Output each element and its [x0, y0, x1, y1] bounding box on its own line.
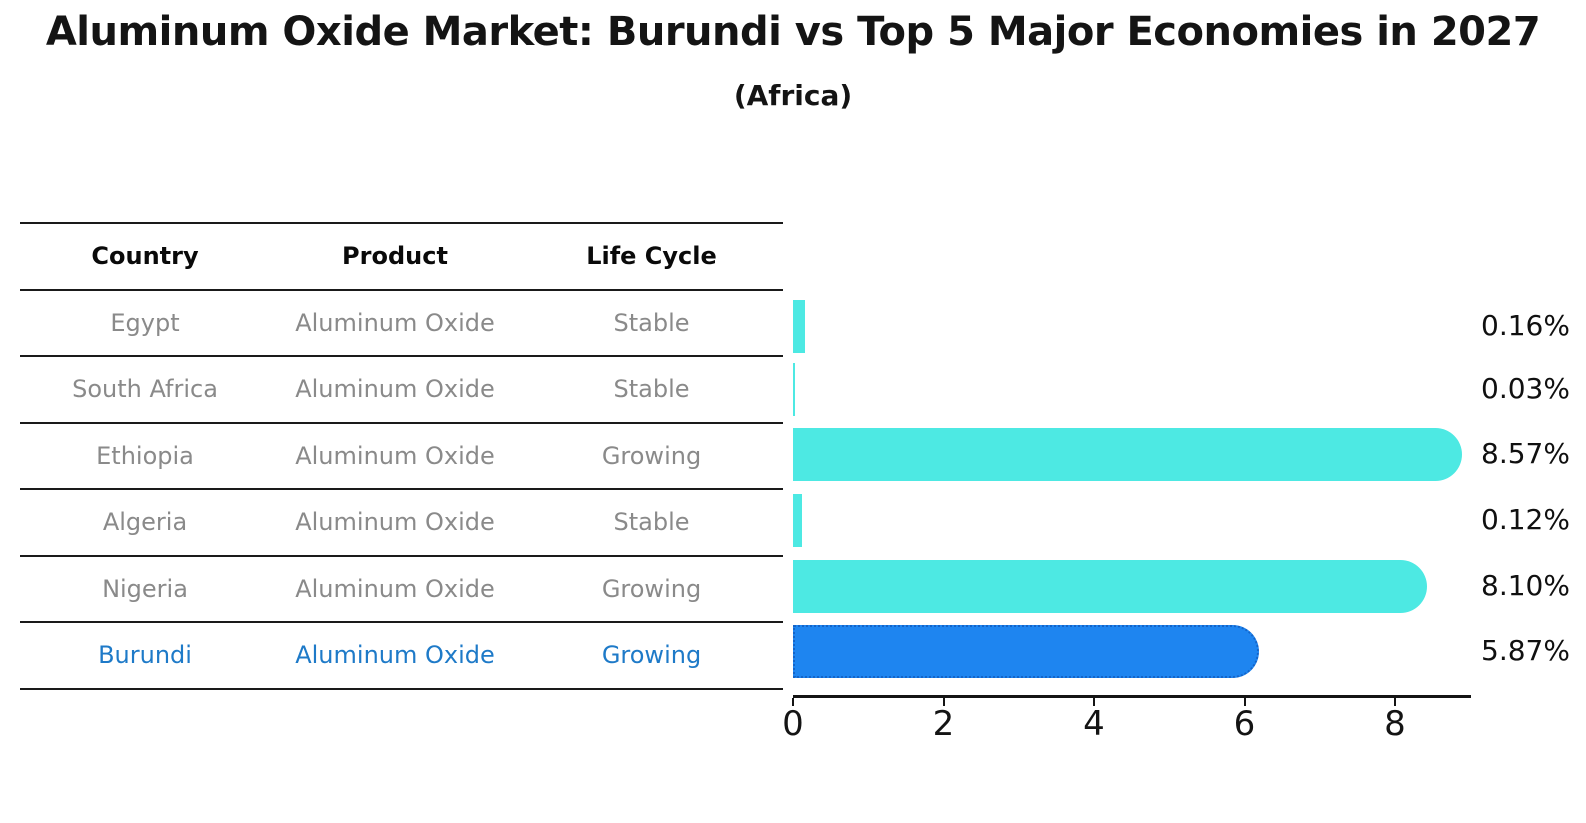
bar-egypt [793, 299, 806, 353]
cell-product: Aluminum Oxide [295, 441, 495, 470]
x-tick-mark [1394, 698, 1396, 706]
x-tick-mark [792, 698, 794, 706]
cell-country: Egypt [110, 308, 180, 337]
cell-product: Aluminum Oxide [295, 375, 495, 404]
cell-life-cycle: Stable [613, 308, 690, 337]
x-tick-label: 4 [1083, 704, 1105, 744]
value-label: 0.03% [1481, 372, 1570, 405]
column-header-country: Country [91, 242, 199, 271]
column-header-life-cycle: Life Cycle [586, 242, 717, 271]
x-tick-mark [942, 698, 945, 706]
value-label: 0.12% [1481, 503, 1570, 536]
bar-nigeria [793, 559, 1427, 613]
table-row-highlighted: Burundi Aluminum Oxide Growing [20, 621, 783, 688]
cell-product: Aluminum Oxide [295, 508, 495, 537]
x-tick-label: 8 [1384, 704, 1406, 744]
cell-product: Aluminum Oxide [295, 308, 495, 337]
value-label: 0.16% [1481, 309, 1570, 342]
chart-subtitle: (Africa) [733, 79, 853, 112]
table-header-row: Country Product Life Cycle [20, 222, 783, 289]
x-tick-mark [1093, 698, 1095, 706]
value-label: 8.57% [1481, 437, 1570, 470]
cell-life-cycle: Growing [601, 574, 702, 603]
cell-country: Burundi [98, 641, 192, 670]
bar-burundi [793, 624, 1259, 678]
value-label: 8.10% [1481, 569, 1570, 602]
table-row: Ethiopia Aluminum Oxide Growing [20, 421, 783, 489]
bar-south-africa [793, 362, 796, 416]
table-row: Egypt Aluminum Oxide Stable [20, 288, 783, 356]
bar-algeria [793, 493, 803, 547]
cell-product: Aluminum Oxide [295, 641, 495, 670]
table-row: Algeria Aluminum Oxide Stable [20, 488, 783, 555]
cell-life-cycle: Stable [613, 375, 690, 404]
x-axis-line [793, 695, 1471, 698]
x-tick-mark [1243, 698, 1246, 706]
cell-country: Algeria [102, 508, 188, 537]
cell-country: Nigeria [102, 574, 188, 603]
cell-country: South Africa [72, 375, 218, 404]
comparison-table: Country Product Life Cycle Egypt Aluminum Ox… [20, 222, 783, 690]
cell-life-cycle: Growing [601, 641, 702, 670]
chart-title: Aluminum Oxide Market: Burundi vs Top 5 … [45, 9, 1541, 55]
table-row: Nigeria Aluminum Oxide Growing [20, 554, 783, 622]
bar-ethiopia [793, 427, 1462, 481]
column-header-product: Product [342, 242, 448, 271]
x-tick-label: 0 [782, 704, 804, 744]
x-tick-label: 2 [932, 704, 955, 744]
x-tick-label: 6 [1233, 704, 1256, 744]
table-row: South Africa Aluminum Oxide Stable [20, 355, 783, 422]
cell-product: Aluminum Oxide [295, 574, 495, 603]
value-label: 5.87% [1481, 634, 1570, 667]
cell-life-cycle: Stable [613, 508, 690, 537]
cell-life-cycle: Growing [601, 441, 702, 470]
cell-country: Ethiopia [96, 441, 194, 470]
